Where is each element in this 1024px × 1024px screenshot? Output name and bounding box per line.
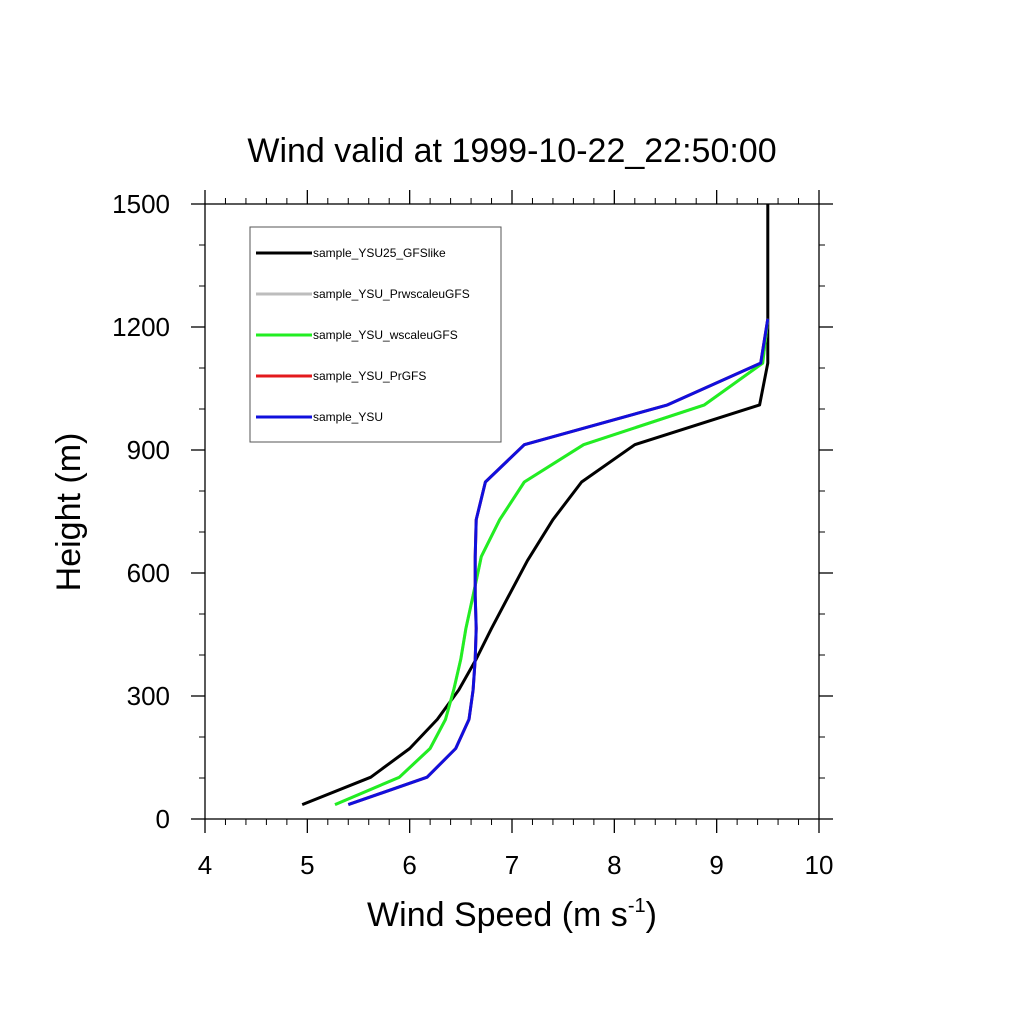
x-tick-label: 7 bbox=[505, 850, 519, 880]
x-tick-label: 9 bbox=[709, 850, 723, 880]
y-tick-label: 900 bbox=[127, 435, 170, 465]
x-tick-label: 5 bbox=[300, 850, 314, 880]
series-line-3 bbox=[334, 318, 770, 806]
series-line-1 bbox=[301, 204, 770, 806]
minor-ticks bbox=[199, 198, 825, 825]
x-tick-labels: 4 5 6 7 8 9 10 bbox=[198, 850, 834, 880]
y-axis-label: Height (m) bbox=[50, 433, 88, 592]
chart-title: Wind valid at 1999-10-22_22:50:00 bbox=[247, 132, 776, 170]
legend-label-3: sample_YSU_wscaleuGFS bbox=[313, 328, 458, 342]
legend-label-1: sample_YSU25_GFSlike bbox=[313, 246, 446, 260]
y-tick-label: 1200 bbox=[112, 312, 170, 342]
series-lines bbox=[301, 204, 770, 807]
plot-frame bbox=[204, 203, 820, 820]
x-tick-label: 4 bbox=[198, 850, 212, 880]
series-line-5 bbox=[347, 318, 770, 807]
legend-label-4: sample_YSU_PrGFS bbox=[313, 369, 426, 383]
x-tick-label: 8 bbox=[607, 850, 621, 880]
y-tick-label: 600 bbox=[127, 558, 170, 588]
x-axis-label-close: ) bbox=[646, 896, 657, 934]
major-ticks bbox=[191, 190, 833, 833]
legend: sample_YSU25_GFSlike sample_YSU_Prwscaleu… bbox=[249, 226, 502, 443]
x-axis-label-exponent: -1 bbox=[628, 895, 646, 917]
y-tick-label: 1500 bbox=[112, 189, 170, 219]
legend-label-5: sample_YSU bbox=[313, 410, 383, 424]
y-tick-label: 300 bbox=[127, 681, 170, 711]
y-tick-label: 0 bbox=[156, 804, 170, 834]
x-axis-label: Wind Speed (m s-1) bbox=[367, 895, 657, 934]
y-tick-labels: 0 300 600 900 1200 1500 bbox=[112, 189, 170, 834]
x-tick-label: 10 bbox=[805, 850, 834, 880]
x-tick-label: 6 bbox=[402, 850, 416, 880]
x-axis-label-main: Wind Speed (m s bbox=[367, 896, 628, 934]
legend-label-2: sample_YSU_PrwscaleuGFS bbox=[313, 287, 470, 301]
